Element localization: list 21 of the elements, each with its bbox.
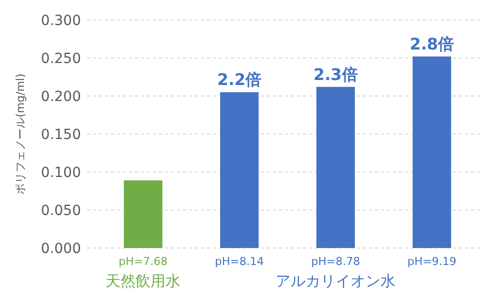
annotation: 2.3倍 [313,64,358,84]
x-tick-label: pH=7.68 [118,255,168,268]
y-tick-label: 0.000 [40,240,81,257]
text: 天然飲用水 [106,272,181,290]
y-tick-label: 0.300 [40,12,81,29]
bar [316,86,355,248]
y-tick-label: 0.150 [40,126,81,143]
y-tick-label: 0.100 [40,164,81,181]
annotation: 2.8倍 [410,34,454,54]
bar [124,180,162,248]
x-tick-label: pH=8.14 [214,255,264,268]
bar [220,92,259,248]
text: アルカリイオン水 [276,272,396,290]
annotation: 2.2倍 [217,70,262,90]
x-tick-label: pH=8.78 [311,255,360,268]
bar [412,56,452,248]
y-axis-title: ポリフェノール(mg/ml) [14,74,27,194]
y-tick-label: 0.200 [40,88,81,105]
y-tick-label: 0.050 [40,202,81,219]
y-tick-label: 0.250 [40,50,81,67]
x-tick-label: pH=9.19 [407,255,456,268]
